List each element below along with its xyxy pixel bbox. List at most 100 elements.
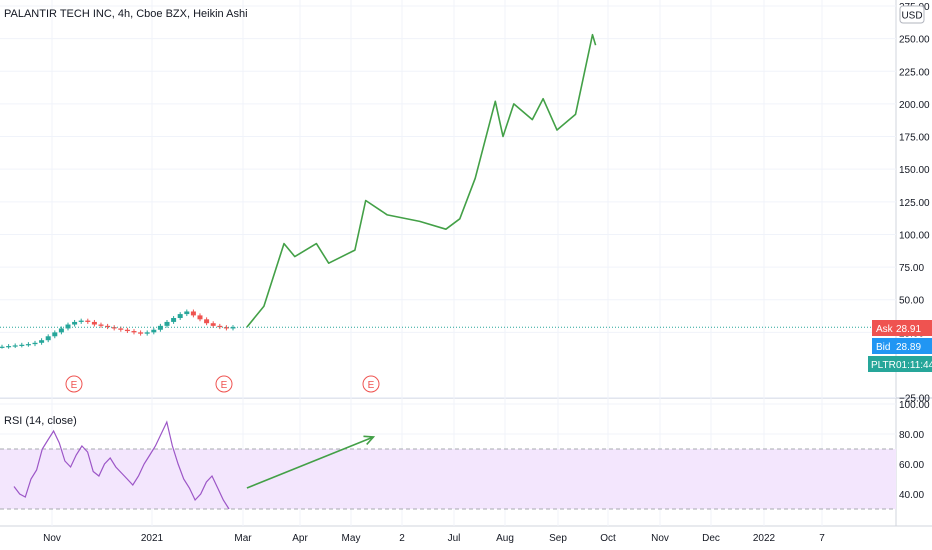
price-tick-label: 225.00	[899, 67, 930, 78]
price-tick-label: 250.00	[899, 35, 930, 46]
time-tick-label: 2021	[141, 533, 164, 544]
candle-body	[230, 327, 236, 329]
candle-body	[25, 344, 31, 346]
time-tick-label: Sep	[549, 533, 567, 544]
candle-body	[171, 318, 177, 322]
time-tick-label: Nov	[43, 533, 61, 544]
candle-body	[58, 328, 64, 333]
projection-line[interactable]	[246, 33, 597, 328]
price-tick-label: 200.00	[899, 100, 930, 111]
rsi-band	[0, 448, 896, 510]
price-tick-label: −25.00	[899, 394, 930, 405]
grid	[0, 0, 896, 526]
candle-body	[52, 332, 58, 337]
time-tick-label: Apr	[292, 533, 308, 544]
bid-value: 28.89	[896, 342, 921, 353]
time-tick-label: May	[342, 533, 361, 544]
time-tick-label: 7	[819, 533, 825, 544]
candle-body	[72, 321, 78, 325]
rsi-tick-label: 40.00	[899, 490, 924, 501]
candle-body	[190, 311, 196, 316]
time-tick-label: Aug	[496, 533, 514, 544]
candle-body	[124, 329, 130, 332]
candle-body	[78, 320, 84, 322]
earnings-label: E	[221, 380, 228, 391]
candle-body	[118, 328, 124, 330]
ask-badge: Ask 28.91	[872, 320, 932, 336]
time-tick-label: 2022	[753, 533, 776, 544]
candle-body	[85, 320, 91, 322]
rsi-tick-label: 100.00	[899, 400, 930, 411]
candle-body	[157, 325, 163, 330]
candle-body	[177, 314, 183, 319]
price-tick-label: 150.00	[899, 165, 930, 176]
countdown-timer: 01:11:44	[896, 360, 932, 371]
ask-value: 28.91	[896, 324, 921, 335]
candle-body	[131, 331, 137, 333]
symbol-title[interactable]: PALANTIR TECH INC, 4h, Cboe BZX, Heikin …	[4, 8, 248, 20]
rsi-tick-label: 80.00	[899, 430, 924, 441]
candle-body	[223, 327, 229, 329]
earnings-label: E	[71, 380, 78, 391]
time-tick-label: 2	[399, 533, 405, 544]
rsi-scale[interactable]: 100.00 80.00 60.00 40.00	[899, 400, 930, 501]
candle-body	[12, 345, 18, 347]
time-tick-label: Jul	[448, 533, 461, 544]
currency-button[interactable]	[899, 5, 925, 24]
currency-button-label: USD	[901, 11, 922, 22]
rsi-band-fill	[0, 449, 896, 509]
earnings-label: E	[368, 380, 375, 391]
time-tick-label: Oct	[600, 533, 616, 544]
rsi-tick-label: 60.00	[899, 460, 924, 471]
earnings-circle	[362, 375, 380, 393]
candle-body	[105, 325, 111, 328]
candle-body	[19, 344, 25, 346]
candle-body	[217, 325, 223, 328]
last-price-badge: PLTR 01:11:44	[868, 356, 932, 372]
price-tick-label: 75.00	[899, 263, 924, 274]
earnings-circle	[215, 375, 233, 393]
candle-body	[91, 321, 97, 325]
candle-body	[65, 324, 71, 329]
candle-body	[0, 346, 5, 348]
earnings-marker[interactable]: E	[215, 375, 233, 393]
candle-body	[111, 327, 117, 329]
candle-body	[151, 329, 157, 333]
rsi-trend-arrow[interactable]	[246, 436, 374, 489]
bid-label: Bid	[876, 342, 890, 353]
last-symbol: PLTR	[871, 360, 896, 371]
time-tick-label: Mar	[234, 533, 252, 544]
ask-label: Ask	[876, 324, 894, 335]
candle-body	[197, 315, 203, 320]
earnings-marker[interactable]: E	[65, 375, 83, 393]
price-tick-label: 175.00	[899, 133, 930, 144]
candle-body	[39, 340, 45, 343]
rsi-trend-arrowhead	[363, 435, 376, 445]
earnings-circle	[65, 375, 83, 393]
candle-body	[6, 346, 12, 348]
candle-body	[45, 336, 51, 341]
earnings-marker[interactable]: E	[362, 375, 380, 393]
candle-body	[32, 342, 38, 345]
candle-body	[164, 321, 170, 326]
rsi-line	[13, 420, 230, 510]
candles	[0, 309, 236, 349]
candle-body	[204, 319, 210, 324]
price-tick-label: 100.00	[899, 230, 930, 241]
candle-body	[138, 332, 144, 334]
bid-badge: Bid 28.89	[872, 338, 932, 354]
price-tick-label: 50.00	[899, 296, 924, 307]
time-scale[interactable]: Nov 2021 Mar Apr May 2 Jul Aug Sep Oct Nov Dec 2022 7	[43, 533, 825, 544]
rsi-title[interactable]: RSI (14, close)	[4, 415, 77, 427]
price-pane[interactable]	[0, 0, 896, 396]
price-tick-label: 125.00	[899, 198, 930, 209]
time-tick-label: Dec	[702, 533, 720, 544]
candle-body	[210, 323, 216, 326]
candle-body	[144, 332, 150, 334]
time-tick-label: Nov	[651, 533, 669, 544]
candle-body	[98, 324, 104, 326]
candle-body	[184, 311, 190, 315]
